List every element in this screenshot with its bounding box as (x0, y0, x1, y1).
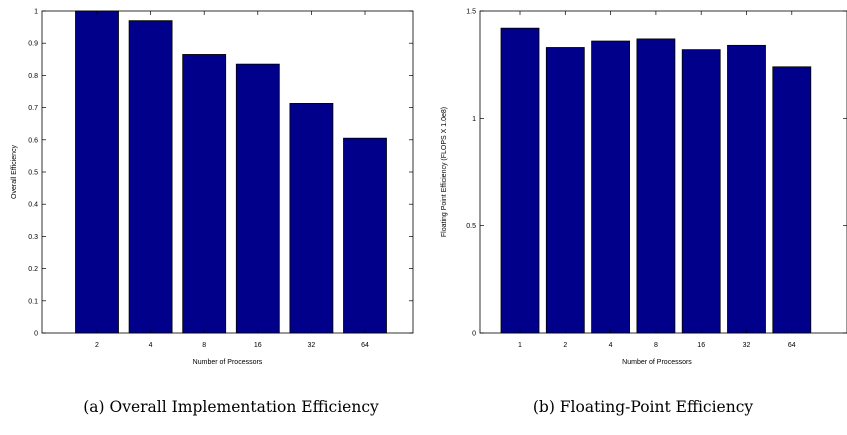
bar-32 (727, 44, 766, 334)
y-tick-label: 0.8 (28, 73, 38, 80)
x-tick-label: 64 (361, 342, 369, 349)
y-tick-label: 1.5 (466, 9, 476, 16)
bar-16 (681, 49, 721, 334)
y-ticks: 0 0.1 0.2 0.3 0.4 0.5 0.6 0.7 0.8 0.9 1 (28, 9, 413, 338)
x-tick-label: 2 (95, 342, 99, 349)
y-tick-label: 0.9 (28, 41, 38, 48)
chart-overall-efficiency: 00.10.20.30.40.50.60.70.80.91 2 4 8 16 32 64 … (11, 9, 414, 416)
chart-floating-point-efficiency: 0 0.5 1 1.5 1 2 4 8 16 32 64 Number of Processors… (441, 9, 847, 416)
bar-8 (636, 38, 676, 334)
x-ticks: 1 2 4 8 16 32 64 (518, 11, 796, 349)
y-tick-label: 0 (472, 331, 476, 338)
y-tick-label: 0.7 (28, 105, 38, 112)
y-tick-label: 0.4 (28, 202, 38, 209)
x-tick-label: 4 (149, 342, 153, 349)
bar-64 (343, 137, 387, 334)
x-ticks: 2 4 8 16 32 64 (95, 11, 369, 349)
y-tick-label: 0.6 (28, 137, 38, 144)
x-tick-label: 8 (654, 342, 658, 349)
bar-16 (235, 63, 280, 334)
y-tick-label: 0.2 (28, 266, 38, 273)
x-tick-label: 64 (788, 342, 796, 349)
caption-a: (a) Overall Implementation Efficiency (83, 398, 379, 416)
y-tick-label: 0.5 (466, 223, 476, 230)
bar-32 (289, 103, 334, 334)
bar-64 (772, 66, 812, 334)
y-tick-label: 1 (34, 9, 38, 16)
y-axis-label: Overall Efficiency (11, 145, 18, 199)
x-tick-label: 16 (254, 342, 262, 349)
bar-2 (75, 10, 119, 334)
x-tick-label: 32 (308, 342, 316, 349)
x-tick-label: 32 (743, 342, 751, 349)
y-tick-label: 0 (34, 331, 38, 338)
bar-1 (500, 27, 540, 334)
bar-group (500, 27, 812, 334)
bar-group (75, 10, 387, 334)
y-axis-label: Floating Point Efficiency (FLOPS X 1.0e8… (441, 107, 448, 237)
caption-b: (b) Floating-Point Efficiency (533, 398, 754, 416)
y-tick-label: 0.3 (28, 234, 38, 241)
x-tick-label: 8 (202, 342, 206, 349)
bar-4 (591, 40, 630, 334)
y-ticks: 0 0.5 1 1.5 (466, 9, 847, 338)
bar-8 (182, 54, 227, 334)
x-axis-label: Number of Processors (193, 359, 263, 366)
x-tick-label: 2 (563, 342, 567, 349)
x-tick-label: 16 (697, 342, 705, 349)
x-tick-label: 1 (518, 342, 522, 349)
y-tick-label: 0.1 (28, 298, 38, 305)
y-tick-label: 0.5 (28, 170, 38, 177)
bar-2 (545, 47, 585, 334)
bar-4 (128, 20, 173, 334)
y-tick-label: 1 (472, 116, 476, 123)
x-axis-label: Number of Processors (622, 359, 692, 366)
x-tick-label: 4 (609, 342, 613, 349)
